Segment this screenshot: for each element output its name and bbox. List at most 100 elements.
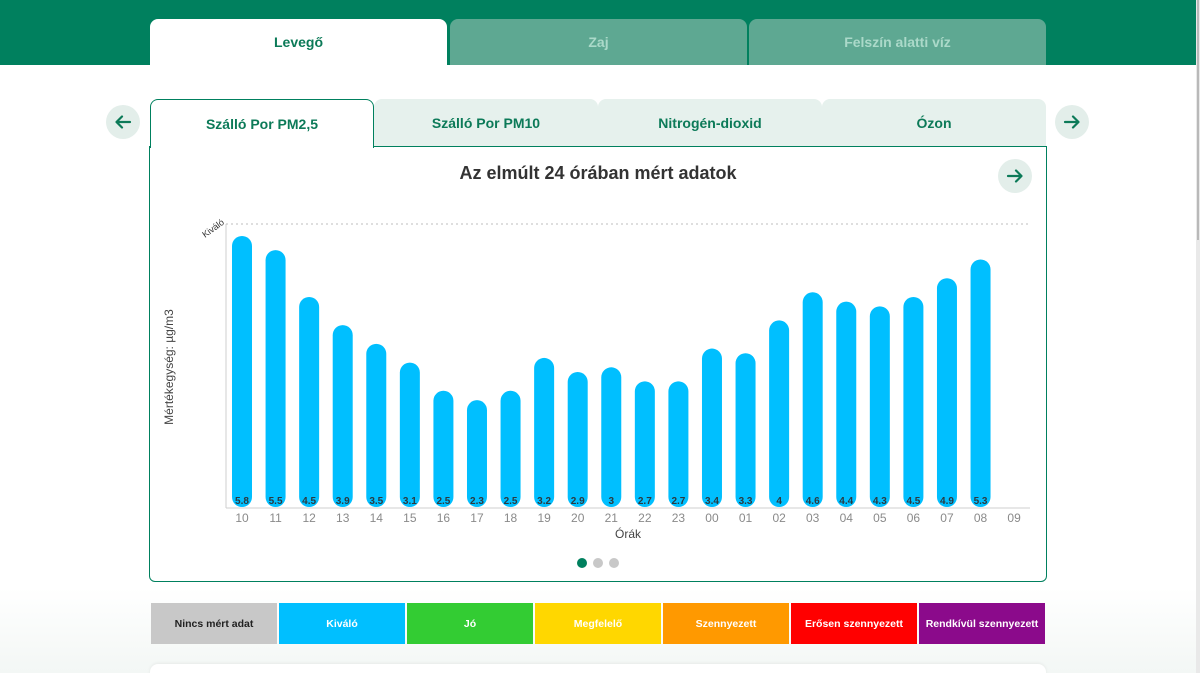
- x-tick-label: 03: [806, 511, 820, 525]
- tab-label: Szálló Por PM10: [431, 114, 541, 131]
- bar-value-label: 3: [608, 496, 614, 507]
- x-tick-label: 16: [437, 511, 451, 525]
- bar-value-label: 4.3: [873, 496, 887, 507]
- x-tick-label: 23: [672, 511, 686, 525]
- bar-value-label: 3.3: [739, 496, 753, 507]
- bar-value-label: 4.9: [940, 496, 954, 507]
- bar-value-label: 3.1: [403, 496, 417, 507]
- tab-pm25[interactable]: Szálló Por PM2,5: [150, 99, 374, 148]
- x-tick-label: 04: [840, 511, 854, 525]
- bar-value-label: 2.9: [571, 496, 585, 507]
- legend-item: Megfelelő: [535, 603, 661, 644]
- bar-03: [802, 292, 823, 507]
- page-dot-1[interactable]: [577, 558, 587, 568]
- bar-01: [735, 353, 756, 507]
- bar-00: [701, 348, 722, 507]
- bar-value-label: 2.5: [436, 496, 450, 507]
- tab-levego[interactable]: Levegő: [150, 19, 447, 65]
- bar-value-label: 4.5: [906, 496, 920, 507]
- x-tick-label: 05: [873, 511, 887, 525]
- legend-item: Erősen szennyezett: [791, 603, 917, 644]
- bar-21: [601, 367, 622, 507]
- chart-title: Az elmúlt 24 órában mért adatok: [459, 163, 737, 183]
- bar-07: [936, 278, 957, 507]
- next-pollutant-button[interactable]: [1055, 105, 1089, 139]
- x-tick-label: 17: [470, 511, 484, 525]
- bar-16: [433, 390, 454, 507]
- bar-20: [567, 372, 588, 507]
- x-tick-label: 14: [370, 511, 384, 525]
- bar-value-label: 5.3: [974, 496, 988, 507]
- page-dot-3[interactable]: [609, 558, 619, 568]
- chart-panel: Az elmúlt 24 órában mért adatok Kiváló 5.…: [149, 146, 1047, 582]
- page-scrollbar[interactable]: [1196, 0, 1200, 673]
- main-tab-bar: Levegő Zaj Felszín alatti víz: [150, 19, 1046, 65]
- bar-value-label: 2.3: [470, 496, 484, 507]
- bar-04: [836, 301, 857, 507]
- bar-19: [534, 357, 555, 507]
- page-dot-2[interactable]: [593, 558, 603, 568]
- bar-05: [869, 306, 890, 507]
- bar-14: [366, 343, 387, 507]
- bar-value-label: 3.4: [705, 496, 719, 507]
- arrow-left-icon: [115, 115, 132, 129]
- next-chart-button[interactable]: [998, 159, 1032, 193]
- x-tick-label: 21: [605, 511, 619, 525]
- x-tick-label: 00: [705, 511, 719, 525]
- bar-18: [500, 390, 521, 507]
- bar-chart: Kiváló 5.8 10 5.5 11 4.5 12 3.9 13 3.5 14 3.1 15 2.5 1…: [162, 217, 1030, 541]
- bar-value-label: 4.6: [806, 496, 820, 507]
- tab-felszin-alatti-viz[interactable]: Felszín alatti víz: [749, 19, 1046, 65]
- x-tick-label: 07: [940, 511, 954, 525]
- x-tick-label: 19: [537, 511, 551, 525]
- legend-item: Rendkívül szennyezett: [919, 603, 1045, 644]
- bar-value-label: 2.5: [504, 496, 518, 507]
- bar-11: [265, 250, 286, 507]
- bar-22: [634, 381, 655, 507]
- tab-label: Nitrogén-dioxid: [658, 114, 762, 131]
- bar-value-label: 4.5: [302, 496, 316, 507]
- threshold-label: Kiváló: [200, 217, 226, 240]
- x-axis-title: Órák: [615, 526, 642, 541]
- x-tick-label: 10: [235, 511, 249, 525]
- bar-value-label: 2.7: [638, 496, 652, 507]
- bar-value-label: 3.9: [336, 496, 350, 507]
- bar-value-label: 5.8: [235, 496, 249, 507]
- bar-17: [466, 400, 487, 507]
- tab-label: Szálló Por PM2,5: [205, 116, 319, 132]
- bar-value-label: 5.5: [269, 496, 283, 507]
- x-tick-label: 06: [907, 511, 921, 525]
- bar-06: [903, 296, 924, 507]
- tab-label: Levegő: [273, 34, 323, 50]
- bar-value-label: 3.2: [537, 496, 551, 507]
- pollutant-tab-bar: Szálló Por PM2,5 Szálló Por PM10 Nitrogé…: [150, 99, 1046, 148]
- y-axis-title: Mértékegység: µg/m3: [162, 309, 176, 425]
- tab-zaj[interactable]: Zaj: [450, 19, 747, 65]
- bar-10: [232, 236, 252, 507]
- chart-pagination: [577, 558, 619, 568]
- tab-nitrogen-dioxid[interactable]: Nitrogén-dioxid: [598, 99, 822, 146]
- bar-value-label: 2.7: [671, 496, 685, 507]
- tab-pm10[interactable]: Szálló Por PM10: [374, 99, 598, 146]
- bar-value-label: 3.5: [369, 496, 383, 507]
- x-tick-label: 20: [571, 511, 585, 525]
- x-tick-label: 22: [638, 511, 652, 525]
- legend-item: Jó: [407, 603, 533, 644]
- x-tick-label: 09: [1007, 511, 1021, 525]
- tab-ozon[interactable]: Ózon: [822, 99, 1046, 146]
- next-section-card: [150, 664, 1046, 673]
- x-tick-label: 11: [269, 511, 282, 525]
- arrow-right-icon: [1006, 169, 1023, 183]
- tab-label: Felszín alatti víz: [844, 34, 951, 50]
- legend-item: Kiváló: [279, 603, 405, 644]
- bar-02: [769, 320, 790, 507]
- x-tick-label: 08: [974, 511, 988, 525]
- x-tick-label: 13: [336, 511, 350, 525]
- prev-pollutant-button[interactable]: [106, 105, 140, 139]
- tab-label: Ózon: [916, 114, 952, 131]
- scrollbar-thumb[interactable]: [1197, 0, 1199, 240]
- x-tick-label: 01: [739, 511, 753, 525]
- arrow-right-icon: [1063, 115, 1080, 129]
- bar-value-label: 4.4: [839, 496, 853, 507]
- tab-label: Zaj: [588, 34, 609, 50]
